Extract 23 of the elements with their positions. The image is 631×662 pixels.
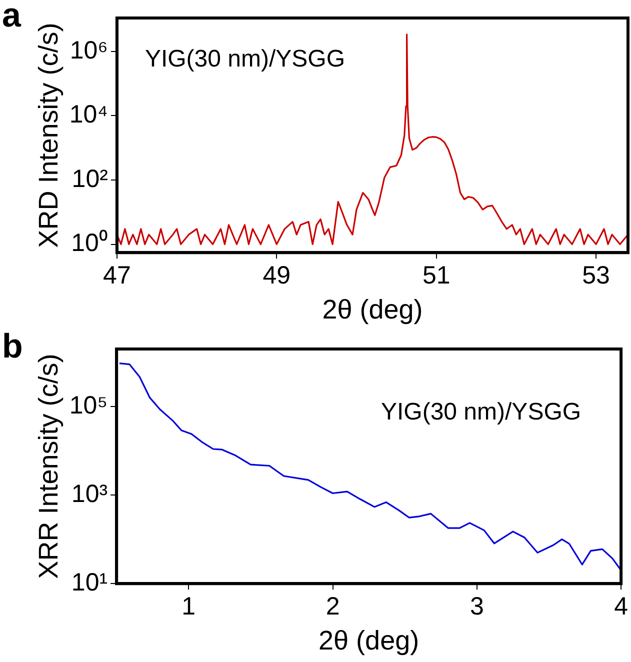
- x-tick-label: 4: [614, 592, 628, 620]
- x-tick-label: 51: [422, 261, 450, 290]
- y-tick-label: 10⁰: [71, 229, 108, 258]
- annotation: YIG(30 nm)/YSGG: [380, 398, 582, 426]
- x-tick-label: 49: [262, 261, 291, 290]
- x-tick-label: 53: [582, 261, 610, 290]
- y-tick-label: 10¹: [71, 568, 108, 596]
- x-tick-label: 1: [182, 592, 196, 620]
- y-tick-label: 10⁵: [69, 391, 108, 420]
- chart-title: b: [2, 327, 23, 366]
- y-tick-label: 10⁶: [70, 36, 108, 64]
- y-axis-title: XRR Intensity (c/s): [34, 354, 64, 579]
- y-tick-label: 10²: [72, 164, 108, 193]
- x-axis-title: 2θ (deg): [318, 625, 420, 656]
- annotation: YIG(30 nm)/YSGG: [144, 46, 346, 73]
- x-tick-label: 47: [103, 261, 131, 290]
- y-tick-label: 10³: [71, 480, 108, 508]
- x-tick-label: 2: [326, 592, 340, 620]
- chart-title: a: [2, 0, 22, 34]
- x-axis-title: 2θ (deg): [322, 294, 423, 324]
- y-axis-title: XRD Intensity (c/s): [34, 22, 64, 248]
- x-tick-label: 3: [470, 592, 484, 620]
- y-tick-label: 10⁴: [69, 100, 108, 129]
